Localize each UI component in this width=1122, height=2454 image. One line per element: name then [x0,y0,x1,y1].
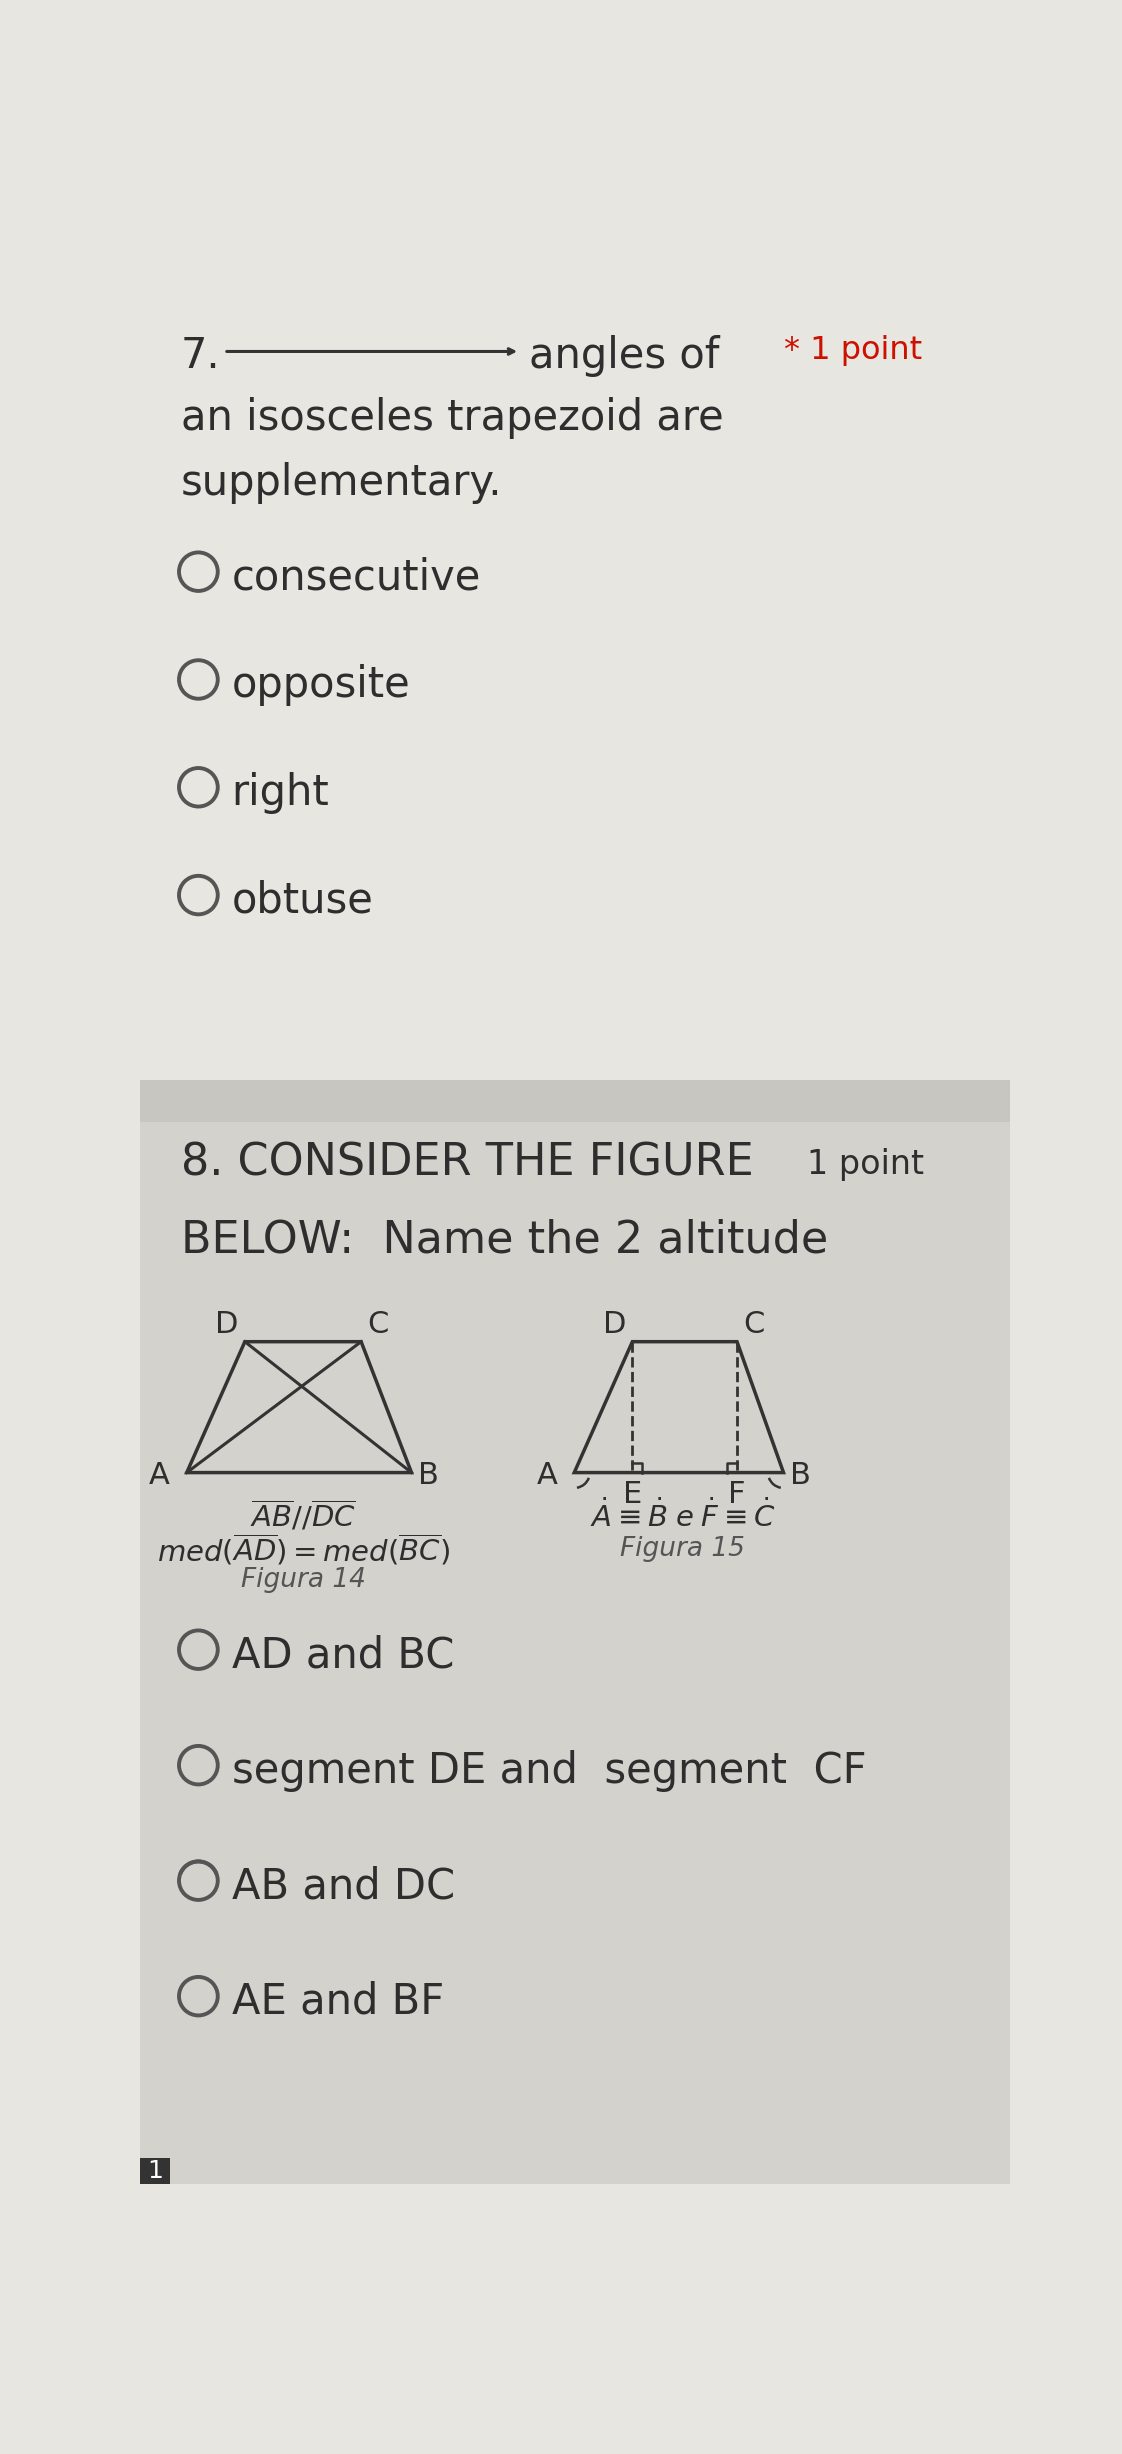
Text: C: C [367,1310,388,1337]
Text: D: D [603,1310,626,1337]
Text: angles of: angles of [530,336,720,378]
Text: E: E [623,1480,642,1509]
Text: consecutive: consecutive [232,557,481,599]
Text: $\dot{A} \equiv \dot{B}\;e\;\dot{F} \equiv \dot{C}$: $\dot{A} \equiv \dot{B}\;e\;\dot{F} \equ… [590,1499,775,1534]
Text: * 1 point: * 1 point [783,336,921,366]
Text: BELOW:  Name the 2 altitude: BELOW: Name the 2 altitude [181,1220,828,1261]
Text: $\overline{AB}//\overline{DC}$: $\overline{AB}//\overline{DC}$ [250,1499,356,1534]
Text: B: B [790,1460,810,1490]
Text: 1: 1 [147,2160,163,2184]
Text: B: B [417,1460,439,1490]
Text: F: F [728,1480,746,1509]
Text: AE and BF: AE and BF [232,1980,444,2022]
Text: A: A [149,1460,169,1490]
Text: AD and BC: AD and BC [232,1634,454,1676]
Text: right: right [232,773,330,815]
Text: D: D [215,1310,239,1337]
Text: supplementary.: supplementary. [181,461,502,506]
Text: an isosceles trapezoid are: an isosceles trapezoid are [181,398,724,439]
Text: A: A [536,1460,558,1490]
Text: segment DE and  segment  CF: segment DE and segment CF [232,1750,866,1791]
Text: Figura 15: Figura 15 [620,1536,745,1563]
Text: 7.: 7. [181,336,220,378]
Bar [140,1112,1010,2184]
Bar [140,2157,169,2184]
Text: $med(\overline{AD}) = med(\overline{BC})$: $med(\overline{AD}) = med(\overline{BC})… [157,1531,450,1568]
Text: opposite: opposite [232,665,411,707]
Text: obtuse: obtuse [232,879,374,923]
Bar [140,1080,1010,1121]
Bar [140,294,1010,1112]
Text: C: C [743,1310,764,1337]
Text: AB and DC: AB and DC [232,1865,454,1907]
Text: 8. CONSIDER THE FIGURE: 8. CONSIDER THE FIGURE [181,1141,753,1185]
Text: 1 point: 1 point [807,1148,923,1180]
Text: Figura 14: Figura 14 [240,1568,366,1593]
